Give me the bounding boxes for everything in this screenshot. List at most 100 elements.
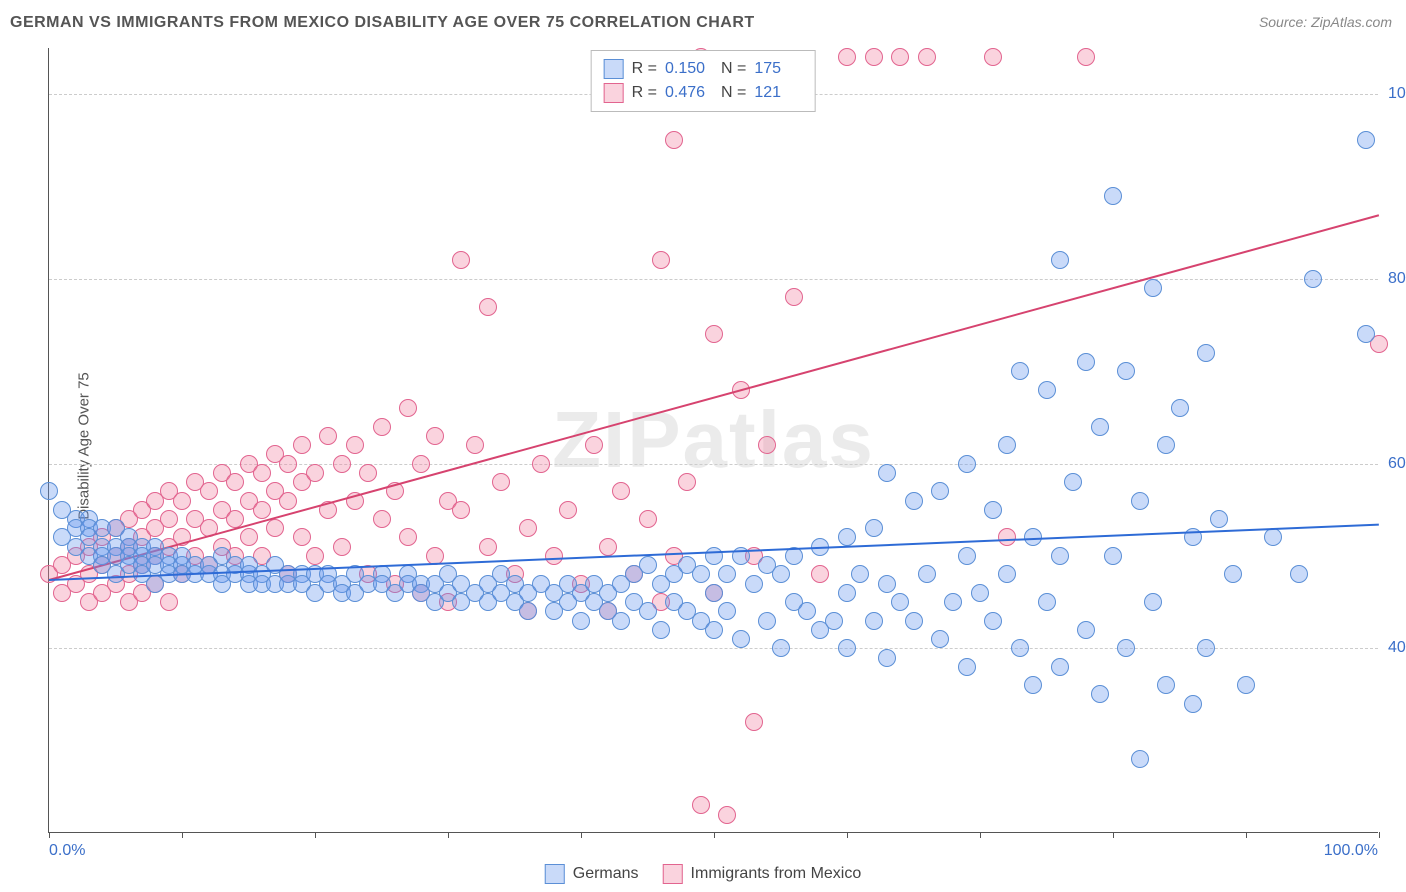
scatter-point-immigrants — [452, 501, 470, 519]
scatter-point-germans — [931, 482, 949, 500]
xtick — [315, 832, 316, 838]
scatter-point-germans — [1104, 547, 1122, 565]
ytick-label: 80.0% — [1380, 270, 1406, 288]
scatter-point-immigrants — [652, 251, 670, 269]
plot-area: ZIPatlas 40.0%60.0%80.0%100.0%0.0%100.0% — [48, 48, 1378, 833]
legend-label: Germans — [573, 865, 639, 883]
scatter-point-germans — [572, 612, 590, 630]
xtick — [980, 832, 981, 838]
stats-row-germans: R = 0.150 N = 175 — [604, 57, 803, 81]
scatter-point-germans — [1051, 658, 1069, 676]
scatter-point-germans — [718, 602, 736, 620]
swatch-germans — [545, 864, 565, 884]
scatter-point-germans — [1051, 547, 1069, 565]
scatter-point-immigrants — [891, 48, 909, 66]
scatter-point-immigrants — [412, 455, 430, 473]
xtick — [581, 832, 582, 838]
scatter-point-germans — [639, 556, 657, 574]
scatter-point-germans — [1197, 344, 1215, 362]
scatter-point-germans — [705, 547, 723, 565]
n-label: N = — [721, 60, 746, 78]
scatter-point-germans — [851, 565, 869, 583]
legend-item-germans: Germans — [545, 864, 639, 884]
scatter-point-immigrants — [678, 473, 696, 491]
scatter-point-germans — [1144, 279, 1162, 297]
scatter-point-germans — [705, 584, 723, 602]
r-label: R = — [632, 84, 657, 102]
scatter-point-immigrants — [253, 464, 271, 482]
scatter-point-immigrants — [479, 538, 497, 556]
scatter-point-germans — [984, 612, 1002, 630]
scatter-point-immigrants — [532, 455, 550, 473]
scatter-point-immigrants — [665, 131, 683, 149]
scatter-point-germans — [1077, 353, 1095, 371]
scatter-point-germans — [1051, 251, 1069, 269]
legend-label: Immigrants from Mexico — [691, 865, 862, 883]
r-value: 0.150 — [665, 60, 713, 78]
swatch-immigrants — [604, 83, 624, 103]
scatter-point-immigrants — [200, 482, 218, 500]
scatter-point-immigrants — [519, 519, 537, 537]
scatter-point-immigrants — [612, 482, 630, 500]
scatter-point-germans — [1024, 676, 1042, 694]
scatter-point-germans — [772, 565, 790, 583]
scatter-point-immigrants — [333, 538, 351, 556]
scatter-point-immigrants — [639, 510, 657, 528]
scatter-point-germans — [878, 575, 896, 593]
scatter-point-immigrants — [785, 288, 803, 306]
scatter-point-germans — [878, 649, 896, 667]
scatter-point-germans — [984, 501, 1002, 519]
scatter-point-immigrants — [545, 547, 563, 565]
scatter-point-germans — [1104, 187, 1122, 205]
scatter-point-germans — [838, 639, 856, 657]
gridline — [49, 279, 1378, 280]
scatter-point-germans — [1038, 593, 1056, 611]
scatter-point-germans — [1144, 593, 1162, 611]
scatter-point-germans — [1237, 676, 1255, 694]
xtick — [182, 832, 183, 838]
scatter-point-germans — [1357, 325, 1375, 343]
scatter-point-germans — [1184, 695, 1202, 713]
scatter-point-germans — [732, 630, 750, 648]
xtick-label-right: 100.0% — [1324, 842, 1378, 860]
scatter-point-immigrants — [918, 48, 936, 66]
xtick — [1379, 832, 1380, 838]
scatter-point-germans — [1117, 362, 1135, 380]
stats-legend: R = 0.150 N = 175 R = 0.476 N = 121 — [591, 50, 816, 112]
n-value: 175 — [754, 60, 802, 78]
scatter-point-immigrants — [399, 399, 417, 417]
scatter-point-immigrants — [559, 501, 577, 519]
bottom-legend: Germans Immigrants from Mexico — [545, 864, 862, 884]
scatter-point-immigrants — [160, 593, 178, 611]
scatter-point-immigrants — [705, 325, 723, 343]
scatter-point-germans — [998, 436, 1016, 454]
scatter-point-germans — [878, 464, 896, 482]
xtick — [1113, 832, 1114, 838]
n-label: N = — [721, 84, 746, 102]
scatter-point-germans — [1131, 492, 1149, 510]
scatter-point-germans — [1091, 685, 1109, 703]
scatter-point-immigrants — [492, 473, 510, 491]
scatter-point-germans — [745, 575, 763, 593]
r-label: R = — [632, 60, 657, 78]
scatter-point-germans — [931, 630, 949, 648]
scatter-point-germans — [1131, 750, 1149, 768]
scatter-point-immigrants — [998, 528, 1016, 546]
scatter-point-germans — [1038, 381, 1056, 399]
scatter-point-germans — [652, 621, 670, 639]
scatter-point-immigrants — [373, 510, 391, 528]
scatter-point-immigrants — [253, 501, 271, 519]
xtick — [847, 832, 848, 838]
scatter-point-immigrants — [585, 436, 603, 454]
xtick — [714, 832, 715, 838]
scatter-point-immigrants — [838, 48, 856, 66]
scatter-point-immigrants — [346, 436, 364, 454]
ytick-label: 60.0% — [1380, 455, 1406, 473]
scatter-point-immigrants — [359, 464, 377, 482]
scatter-point-immigrants — [266, 519, 284, 537]
xtick-label-left: 0.0% — [49, 842, 85, 860]
scatter-point-immigrants — [811, 565, 829, 583]
swatch-germans — [604, 59, 624, 79]
scatter-point-germans — [639, 602, 657, 620]
scatter-point-immigrants — [293, 528, 311, 546]
